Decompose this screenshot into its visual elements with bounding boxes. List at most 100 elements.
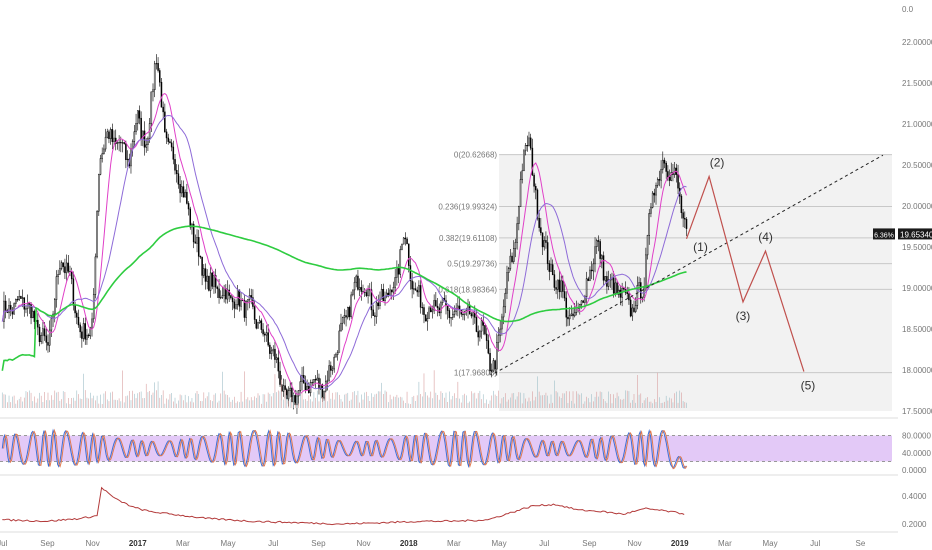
candle xyxy=(589,269,591,281)
candle xyxy=(175,170,178,174)
candle xyxy=(157,63,159,71)
indicator-panel[interactable] xyxy=(2,486,685,526)
price-panel[interactable]: 0(20.62668) 0.236(19.99324) 0.382(19.61108… xyxy=(1,54,892,414)
candle xyxy=(233,301,236,309)
candle xyxy=(480,320,483,332)
candle xyxy=(492,360,495,372)
candle xyxy=(636,284,639,306)
candle xyxy=(111,129,114,142)
candle xyxy=(370,289,373,311)
candle xyxy=(667,171,669,178)
stochastic-panel[interactable] xyxy=(0,428,892,470)
x-tick-label: Sep xyxy=(311,539,326,548)
candle xyxy=(255,319,258,329)
candle xyxy=(660,169,662,181)
candle xyxy=(372,309,374,316)
wave-label-3: (3) xyxy=(736,309,751,323)
candle xyxy=(623,287,625,290)
candle xyxy=(457,305,459,309)
candle xyxy=(419,285,422,308)
candle xyxy=(306,386,308,390)
candle xyxy=(279,370,281,385)
candle xyxy=(262,329,264,335)
candle xyxy=(543,240,545,248)
fib-level-label: 0.618(18.98364) xyxy=(438,285,497,294)
candle xyxy=(82,323,85,339)
candle xyxy=(595,240,598,248)
x-tick-label: Jul xyxy=(268,539,278,548)
candle xyxy=(287,390,290,400)
candle xyxy=(272,348,275,352)
candle xyxy=(159,70,161,83)
candle xyxy=(247,299,249,302)
candle xyxy=(614,282,617,294)
candle xyxy=(189,208,192,228)
candle xyxy=(62,262,64,267)
candle xyxy=(30,303,32,319)
candle xyxy=(512,248,515,262)
candle xyxy=(428,307,430,319)
candle xyxy=(499,328,501,336)
candle xyxy=(209,272,212,291)
candle xyxy=(155,63,158,65)
candle xyxy=(511,255,513,262)
candle xyxy=(651,192,654,208)
candle xyxy=(353,281,356,291)
candle xyxy=(550,264,552,272)
candle xyxy=(253,306,256,320)
indicator-tick-label: 0.2000 xyxy=(902,520,927,529)
trendline xyxy=(494,154,884,374)
candle xyxy=(199,256,202,258)
x-tick-label: May xyxy=(221,539,236,548)
candle xyxy=(462,313,464,316)
candle xyxy=(106,131,109,138)
candle xyxy=(197,237,200,257)
candle xyxy=(355,275,357,283)
candle xyxy=(653,192,656,196)
candle xyxy=(541,232,544,248)
candle xyxy=(619,289,622,298)
candle xyxy=(203,268,205,276)
candle xyxy=(208,275,210,291)
candle xyxy=(452,313,454,318)
candle xyxy=(216,286,219,290)
candle xyxy=(477,331,479,338)
candle xyxy=(258,320,261,323)
candle xyxy=(655,185,657,196)
candle xyxy=(260,320,263,330)
candle xyxy=(475,317,478,332)
candle xyxy=(440,302,442,314)
candle xyxy=(389,289,391,296)
candle xyxy=(391,289,393,293)
candle xyxy=(316,377,319,381)
candle xyxy=(284,385,286,390)
candle xyxy=(164,111,166,133)
candle xyxy=(114,137,117,144)
candle xyxy=(289,387,291,391)
candle xyxy=(169,141,171,144)
candle xyxy=(533,174,535,187)
candle xyxy=(677,174,679,189)
candle xyxy=(435,300,437,307)
candle xyxy=(404,237,407,240)
candle xyxy=(304,382,307,390)
candle xyxy=(28,303,31,305)
candle xyxy=(98,174,100,212)
candle xyxy=(94,256,97,295)
candle xyxy=(350,294,352,318)
candle xyxy=(181,186,183,194)
candle xyxy=(330,365,332,371)
stochastic-tick-label: 40.0000 xyxy=(902,449,931,458)
candle xyxy=(126,158,129,160)
candle xyxy=(170,142,173,148)
candle xyxy=(479,330,481,338)
x-tick-label: Mar xyxy=(718,539,732,548)
candle xyxy=(136,110,139,124)
candle xyxy=(84,323,87,340)
candle xyxy=(37,319,39,328)
candle xyxy=(601,255,603,259)
candle xyxy=(548,263,551,272)
candle xyxy=(402,237,405,245)
